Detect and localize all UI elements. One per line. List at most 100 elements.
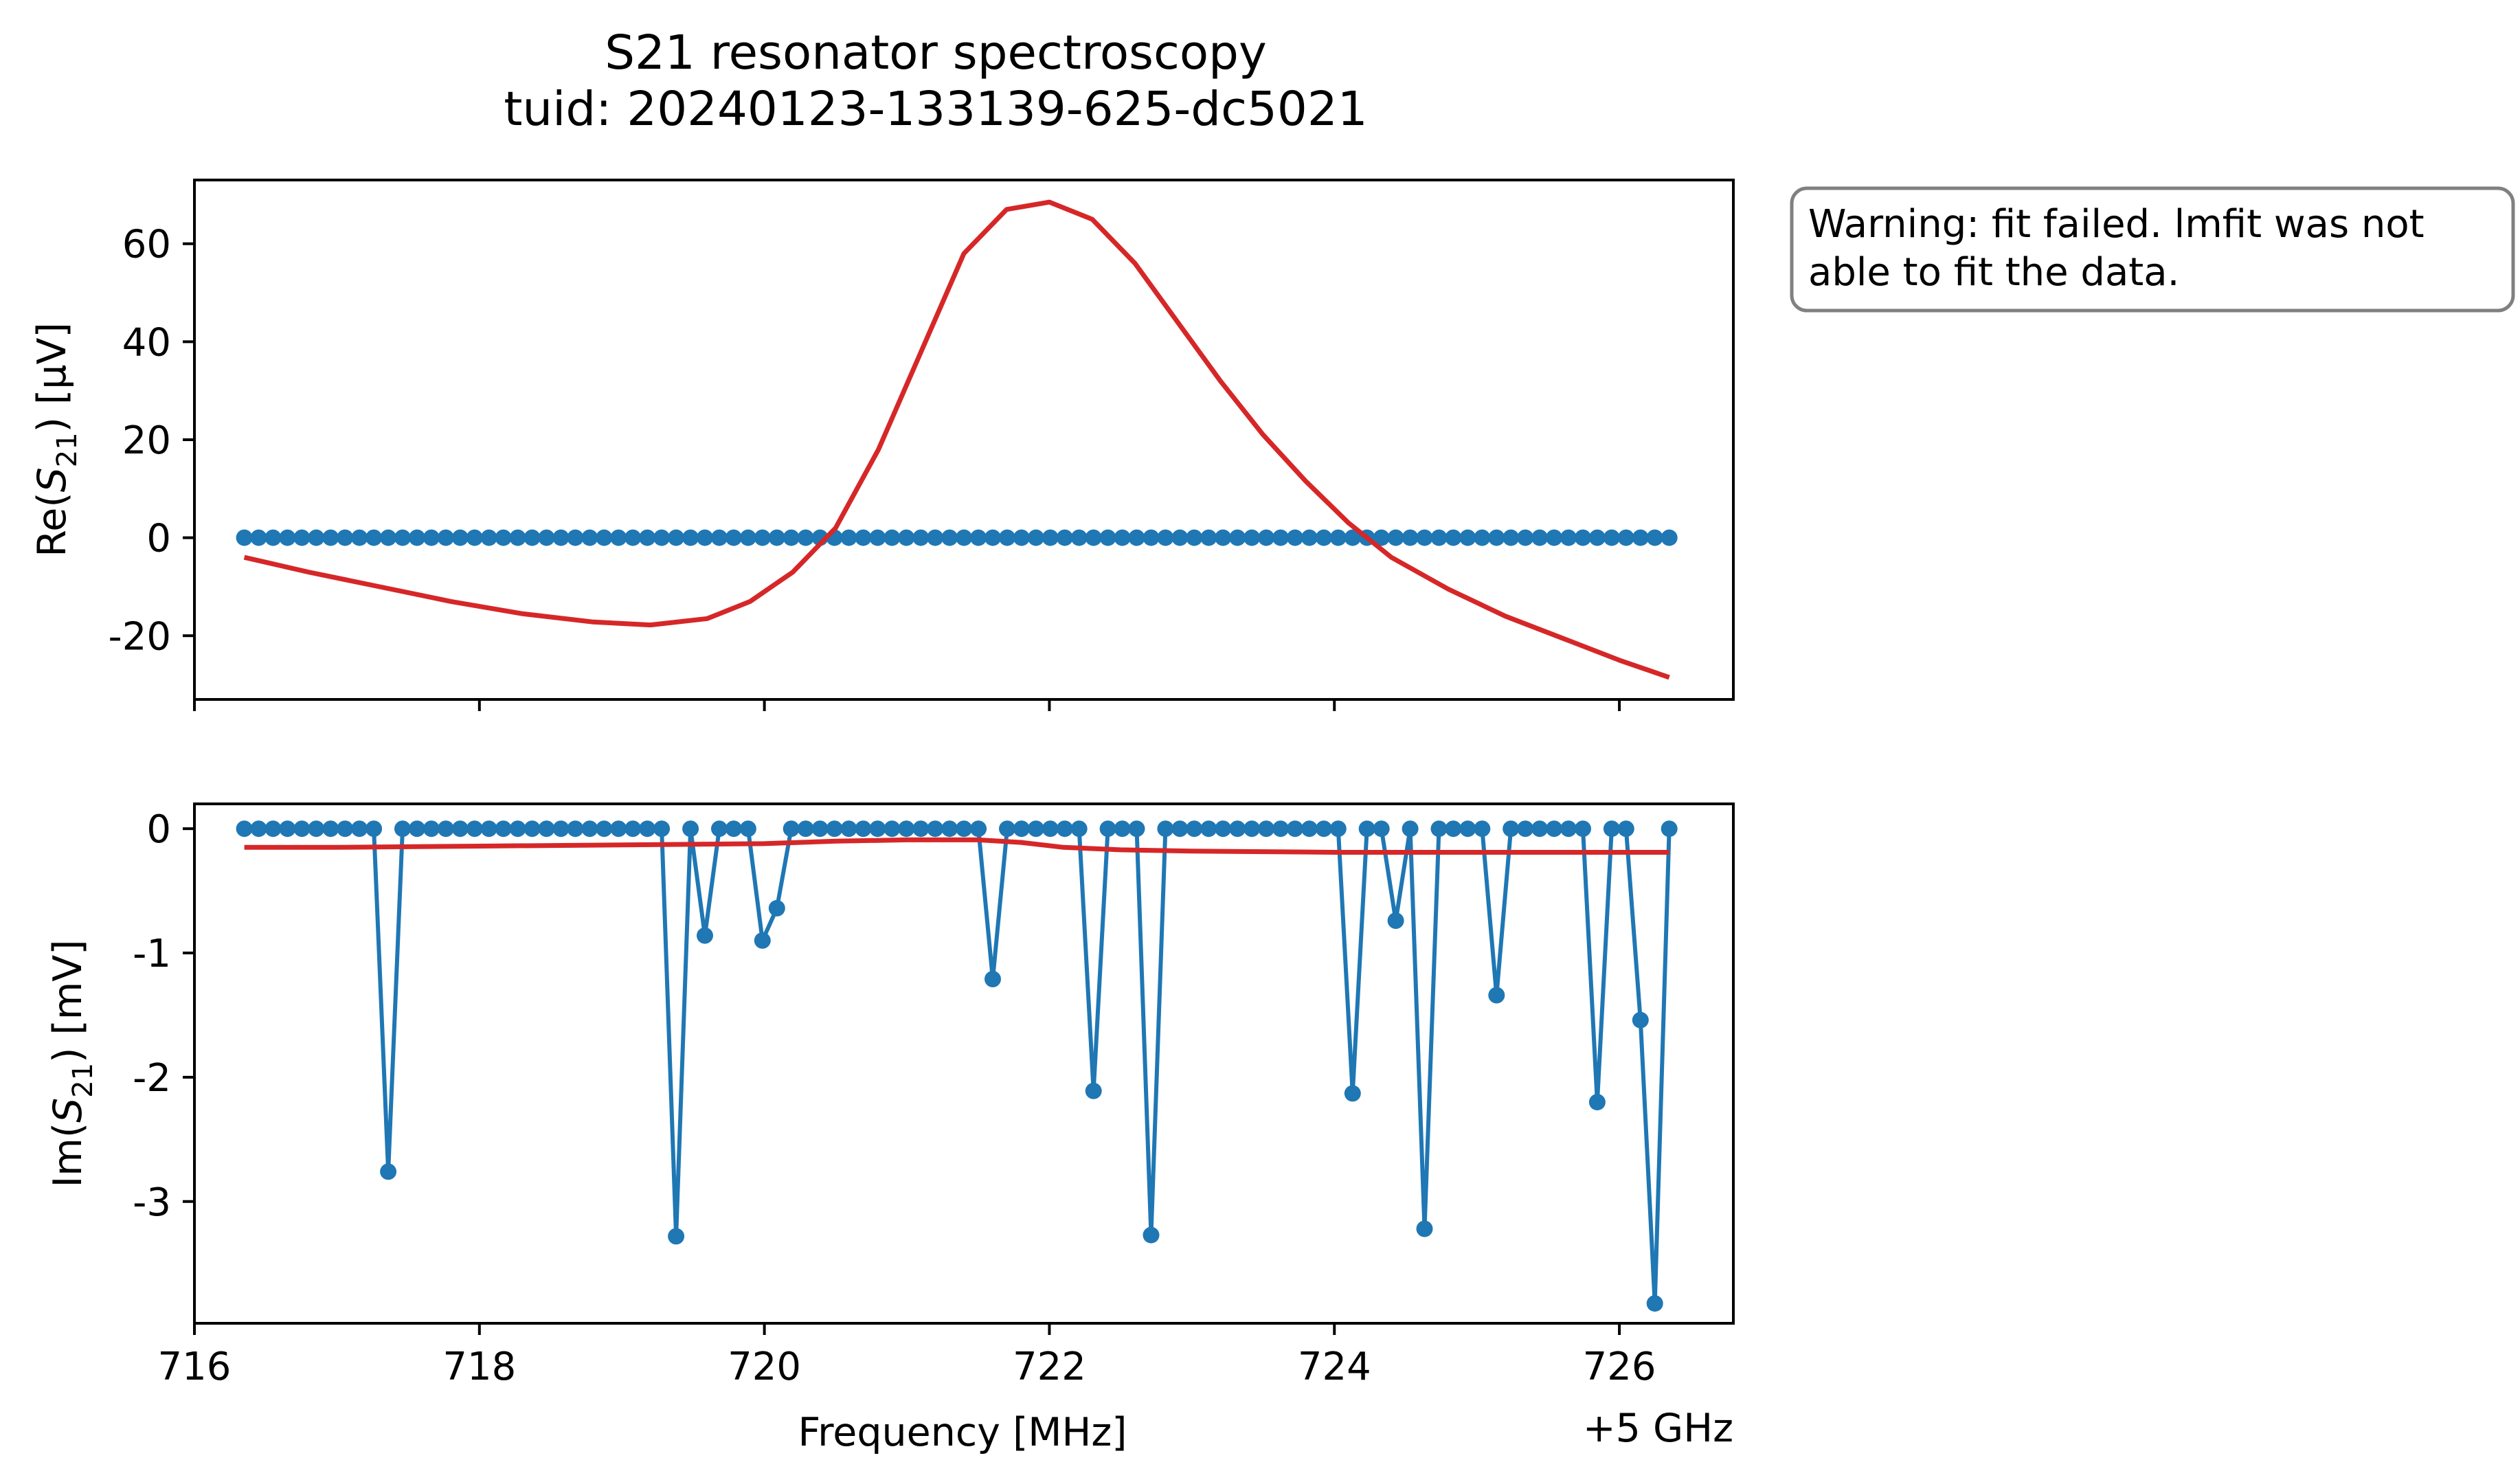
top-data-point	[1244, 529, 1261, 546]
bot-data-point	[337, 820, 354, 838]
top-data-point	[1013, 529, 1030, 546]
bot-data-point	[1085, 1082, 1102, 1099]
top-data-point	[927, 529, 944, 546]
bot-data-point	[1588, 1094, 1606, 1111]
bot-data-point	[1301, 820, 1318, 838]
bottom-series-layer	[236, 820, 1678, 1312]
bot-data-point	[394, 820, 411, 838]
bottom-y-axis: -3 -2 -1 0	[133, 807, 194, 1225]
top-data-point	[1042, 529, 1059, 546]
bot-data-point	[768, 899, 785, 917]
bot-x-tick-label: 716	[158, 1345, 232, 1389]
bot-data-point	[1546, 820, 1563, 838]
top-data-point	[1546, 529, 1563, 546]
bot-data-point	[898, 820, 915, 838]
top-data-point	[1070, 529, 1088, 546]
bot-data-point	[1114, 820, 1131, 838]
bot-data-point	[1070, 820, 1088, 838]
bot-data-point	[1215, 820, 1232, 838]
top-data-point	[495, 529, 512, 546]
bot-data-point	[985, 971, 1001, 987]
top-data-point	[1575, 529, 1591, 546]
top-data-point	[509, 529, 526, 546]
top-data-point	[1488, 529, 1505, 546]
top-data-point	[956, 529, 973, 546]
warning-text-line1: Warning: fit failed. lmfit was not	[1808, 202, 2425, 247]
top-data-point	[1114, 529, 1131, 546]
bot-data-point	[1531, 820, 1549, 838]
bot-data-point	[308, 820, 325, 838]
bot-data-point	[826, 820, 843, 838]
top-data-point	[869, 529, 886, 546]
bot-data-point	[1661, 820, 1678, 838]
bot-data-point	[1272, 820, 1289, 838]
top-y-tick-label: 20	[122, 418, 171, 463]
bot-data-point	[754, 932, 771, 949]
bot-y-tick-label: -3	[133, 1180, 171, 1225]
top-data-point	[1229, 529, 1246, 546]
bot-data-point	[682, 820, 699, 838]
bot-data-point	[1186, 820, 1203, 838]
bot-x-tick-label: 720	[728, 1345, 801, 1389]
top-data-point	[265, 529, 282, 546]
bot-data-point	[480, 820, 497, 838]
top-data-point	[1143, 529, 1160, 546]
bot-x-tick-label: 726	[1583, 1345, 1656, 1389]
top-data-point	[1085, 529, 1102, 546]
top-data-point	[1200, 529, 1217, 546]
top-data-point	[697, 529, 713, 546]
bot-data-point	[1603, 820, 1620, 838]
bot-data-point	[1056, 820, 1073, 838]
bot-data-point	[567, 820, 584, 838]
top-data-point	[1171, 529, 1189, 546]
top-data-point	[480, 529, 497, 546]
bot-data-point	[1474, 820, 1491, 838]
top-data-point	[1272, 529, 1289, 546]
bot-data-point	[797, 820, 814, 838]
bot-data-point	[1387, 912, 1404, 929]
bot-data-point	[1373, 820, 1390, 838]
top-data-point	[739, 529, 756, 546]
top-data-point	[941, 529, 958, 546]
bot-data-point	[524, 820, 541, 838]
bot-data-point	[941, 820, 958, 838]
bot-x-tick-label: 722	[1013, 1345, 1086, 1389]
top-data-point	[768, 529, 785, 546]
bot-data-point	[250, 820, 267, 838]
bot-data-point	[697, 927, 713, 944]
bot-data-point	[855, 820, 872, 838]
top-data-point	[423, 529, 440, 546]
bot-data-point	[365, 820, 383, 838]
top-data-point	[797, 529, 814, 546]
x-axis-label: Frequency [MHz]	[798, 1410, 1127, 1455]
bot-data-point	[495, 820, 512, 838]
bot-data-point	[1503, 820, 1520, 838]
top-data-point	[970, 529, 987, 546]
top-data-point	[884, 529, 901, 546]
top-data-point	[552, 529, 570, 546]
bot-data-point	[351, 820, 368, 838]
top-data-point	[1315, 529, 1332, 546]
top-data-point	[682, 529, 699, 546]
top-data-point	[524, 529, 541, 546]
top-data-point	[1186, 529, 1203, 546]
top-data-point	[711, 529, 728, 546]
top-data-point	[394, 529, 411, 546]
bot-data-point	[423, 820, 440, 838]
top-data-point	[567, 529, 584, 546]
top-data-point	[236, 529, 253, 546]
warning-text-line2: able to fit the data.	[1808, 250, 2179, 295]
bot-data-point	[538, 820, 555, 838]
top-data-point	[840, 529, 857, 546]
top-data-point	[1157, 529, 1174, 546]
bot-y-tick-label: 0	[146, 807, 171, 852]
top-data-point	[279, 529, 296, 546]
top-data-point	[1459, 529, 1476, 546]
top-data-point	[1632, 529, 1649, 546]
top-data-point	[668, 529, 685, 546]
bot-data-point	[927, 820, 944, 838]
bot-data-point	[1617, 820, 1634, 838]
top-data-point	[639, 529, 656, 546]
bottom-x-axis: 716 718 720 722 724 726	[158, 1323, 1656, 1389]
